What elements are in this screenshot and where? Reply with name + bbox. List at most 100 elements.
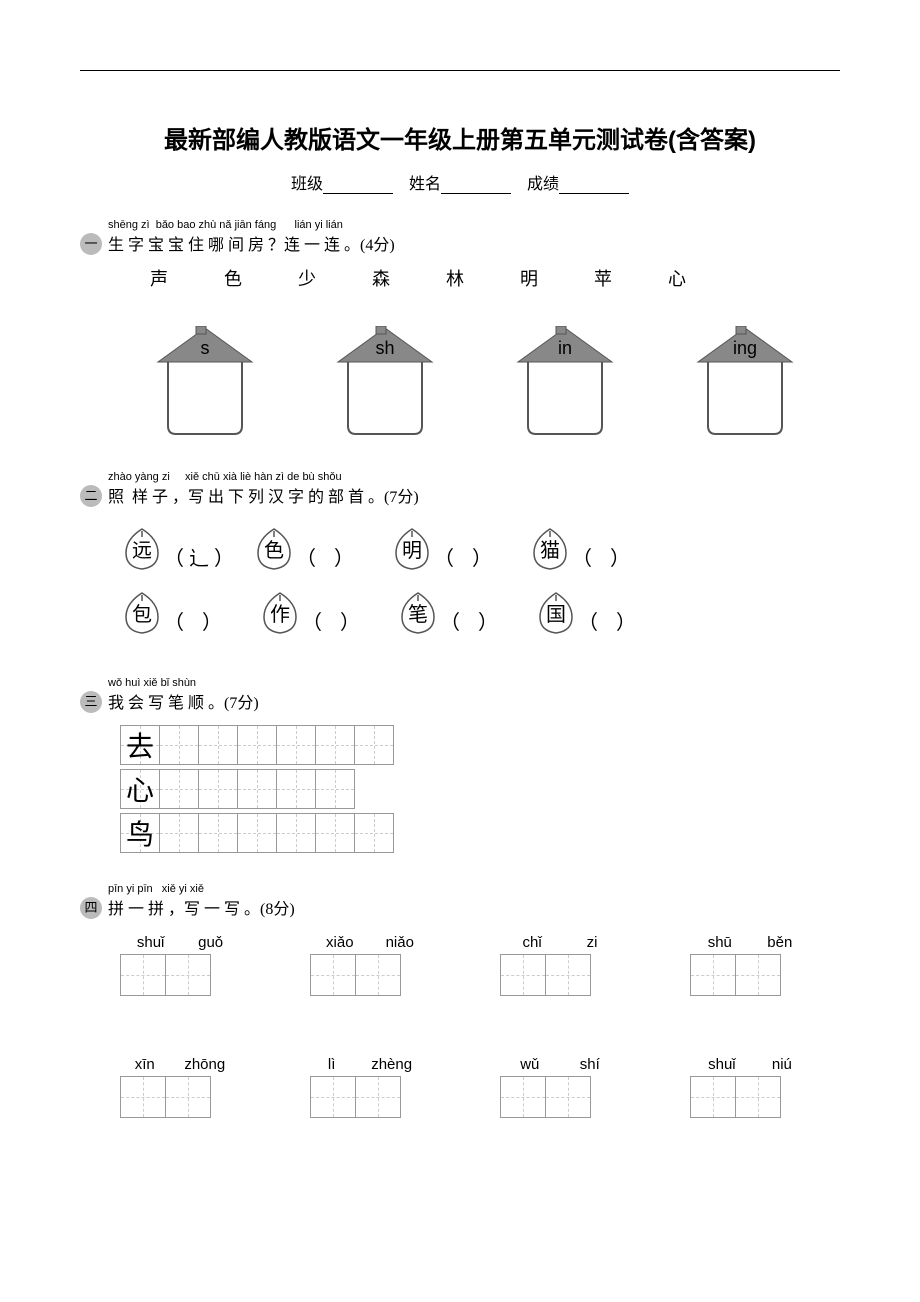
radical-answer-blank[interactable]: （） (164, 612, 240, 634)
write-cell[interactable] (355, 954, 401, 996)
stroke-cell-blank[interactable] (237, 813, 277, 853)
name-blank[interactable] (441, 177, 511, 194)
leaf-icon: 猫 (528, 527, 572, 571)
stroke-cell-char: 去 (120, 725, 160, 765)
stroke-cell-blank[interactable] (198, 769, 238, 809)
radical-answer-blank[interactable]: （） (296, 548, 372, 570)
stroke-cell-blank[interactable] (354, 813, 394, 853)
write-cell[interactable] (165, 1076, 211, 1118)
radical-answer-blank[interactable]: （） (434, 548, 510, 570)
q4-hanzi: 拼 一 拼 ，写 一 写 。 (108, 901, 260, 918)
pinyin-write-item: lìzhèng (310, 1056, 430, 1118)
q1-char: 苹 (594, 269, 612, 289)
write-cell[interactable] (500, 954, 546, 996)
svg-text:作: 作 (270, 603, 290, 626)
stroke-cell-char: 心 (120, 769, 160, 809)
write-cell[interactable] (545, 1076, 591, 1118)
write-cell[interactable] (120, 1076, 166, 1118)
stroke-cell-blank[interactable] (276, 769, 316, 809)
radical-answer-blank[interactable]: （） (572, 548, 648, 570)
stroke-cell-blank[interactable] (198, 813, 238, 853)
pinyin-write-item: shuǐniú (690, 1056, 810, 1118)
stroke-cell-blank[interactable] (276, 813, 316, 853)
q2-pinyin: zhào yàng zi xiě chū xià liè hàn zì de b… (108, 471, 419, 483)
top-rule (80, 70, 840, 71)
stroke-cell-blank[interactable] (159, 725, 199, 765)
radical-answer-blank[interactable]: （） (302, 612, 378, 634)
radical-answer-blank[interactable]: （） (440, 612, 516, 634)
stroke-cell-blank[interactable] (276, 725, 316, 765)
q1-char: 色 (224, 269, 242, 289)
leaf-icon: 笔 (396, 591, 440, 635)
leaf-icon: 色 (252, 527, 296, 571)
q3-hanzi: 我 会 写 笔 顺 。 (108, 695, 224, 712)
write-boxes (690, 954, 810, 996)
stroke-row: 鸟 (120, 813, 840, 853)
radical-char: 远 (120, 527, 164, 591)
q1-char: 森 (372, 269, 390, 289)
leaf-icon: 国 (534, 591, 578, 635)
svg-text:in: in (558, 338, 572, 358)
write-cell[interactable] (120, 954, 166, 996)
write-cell[interactable] (690, 1076, 736, 1118)
stroke-cell-blank[interactable] (198, 725, 238, 765)
write-cell[interactable] (355, 1076, 401, 1118)
pinyin-write-item: xīnzhōng (120, 1056, 240, 1118)
write-cell[interactable] (310, 954, 356, 996)
q4-points: (8分) (260, 901, 295, 918)
write-cell[interactable] (545, 954, 591, 996)
write-cell[interactable] (310, 1076, 356, 1118)
q3-grid: 去心鸟 (120, 725, 840, 853)
stroke-cell-blank[interactable] (237, 769, 277, 809)
q1-char: 心 (668, 269, 686, 289)
pinyin-label: xīnzhōng (120, 1056, 240, 1073)
write-cell[interactable] (690, 954, 736, 996)
q1-pinyin: shēng zì bǎo bao zhù nǎ jiān fáng lián y… (108, 219, 395, 231)
q3-header: 三 wǒ huì xiě bǐ shùn 我 会 写 笔 顺 。(7分) (80, 677, 840, 713)
pinyin-label: shūběn (690, 934, 810, 951)
q1-char: 少 (298, 269, 316, 289)
write-cell[interactable] (165, 954, 211, 996)
radical-char: 笔 (396, 591, 440, 655)
write-cell[interactable] (735, 954, 781, 996)
svg-text:包: 包 (132, 603, 152, 626)
q4-grid: shuǐguǒxiǎoniǎochǐzishūběnxīnzhōnglìzhèn… (120, 934, 840, 1118)
stroke-cell-blank[interactable] (315, 769, 355, 809)
radical-answer-blank[interactable]: （） (578, 612, 654, 634)
stroke-cell-blank[interactable] (159, 813, 199, 853)
radical-item: 作 （） (258, 591, 378, 655)
leaf-icon: 明 (390, 527, 434, 571)
score-label: 成绩 (527, 176, 559, 193)
pinyin-write-item: wǔshí (500, 1056, 620, 1118)
pinyin-write-item: chǐzi (500, 934, 620, 996)
write-cell[interactable] (735, 1076, 781, 1118)
stroke-cell-blank[interactable] (159, 769, 199, 809)
stroke-cell-blank[interactable] (237, 725, 277, 765)
q4-header: 四 pīn yi pīn xiě yi xiě 拼 一 拼 ，写 一 写 。(8… (80, 883, 840, 919)
q2-points: (7分) (384, 489, 419, 506)
radical-answer-blank[interactable]: （ 辶 ） (164, 548, 234, 570)
page: 最新部编人教版语文一年级上册第五单元测试卷(含答案) 班级 姓名 成绩 一 sh… (80, 0, 840, 1158)
radical-item: 色 （） (252, 527, 372, 591)
q1-header: 一 shēng zì bǎo bao zhù nǎ jiān fáng lián… (80, 219, 840, 255)
svg-text:猫: 猫 (540, 539, 560, 562)
stroke-cell-blank[interactable] (315, 813, 355, 853)
title: 最新部编人教版语文一年级上册第五单元测试卷(含答案) (80, 120, 840, 155)
stroke-cell-char: 鸟 (120, 813, 160, 853)
pinyin-label: lìzhèng (310, 1056, 430, 1073)
score-blank[interactable] (559, 177, 629, 194)
write-boxes (120, 954, 240, 996)
class-blank[interactable] (323, 177, 393, 194)
radical-item: 国 （） (534, 591, 654, 655)
stroke-cell-blank[interactable] (315, 725, 355, 765)
radical-item: 包 （） (120, 591, 240, 655)
pinyin-write-item: xiǎoniǎo (310, 934, 430, 996)
house-icon: sh (330, 326, 440, 436)
q3-pinyin: wǒ huì xiě bǐ shùn (108, 677, 259, 689)
svg-text:sh: sh (375, 338, 394, 358)
stroke-cell-blank[interactable] (354, 725, 394, 765)
radical-item: 明 （） (390, 527, 510, 591)
write-cell[interactable] (500, 1076, 546, 1118)
radical-char: 作 (258, 591, 302, 655)
leaf-icon: 包 (120, 591, 164, 635)
